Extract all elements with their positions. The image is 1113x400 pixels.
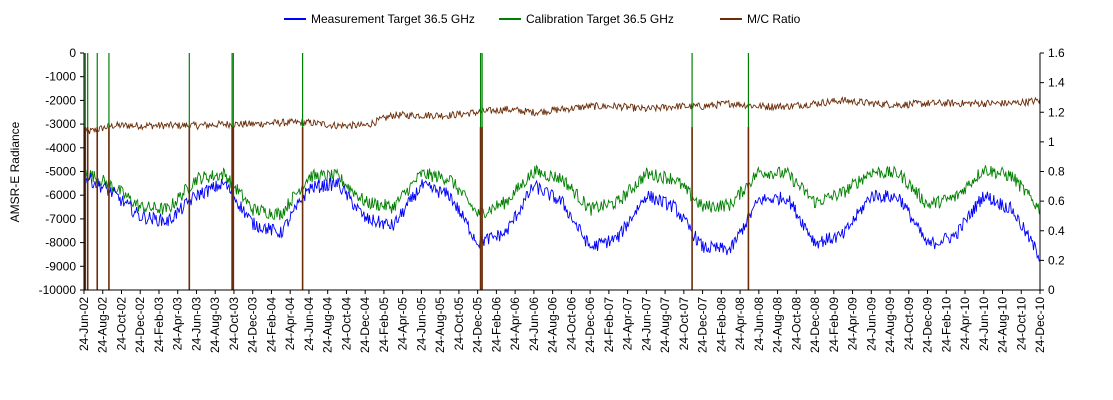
x-tick-label: 24-Jun-07 bbox=[639, 297, 653, 351]
x-tick-label: 24-Jun-09 bbox=[864, 297, 878, 351]
x-tick-label: 24-Dec-10 bbox=[1033, 297, 1047, 353]
y-tick-left-label: -8000 bbox=[45, 236, 76, 250]
x-tick-label: 24-Aug-06 bbox=[546, 297, 560, 353]
x-tick-label: 24-Apr-04 bbox=[283, 297, 297, 351]
x-tick-label: 24-Oct-08 bbox=[789, 297, 803, 351]
legend: Measurement Target 36.5 GHz Calibration T… bbox=[284, 12, 801, 26]
x-tick-label: 24-Aug-07 bbox=[658, 297, 672, 353]
x-tick-label: 24-Oct-07 bbox=[677, 297, 691, 351]
x-tick-label: 24-Feb-06 bbox=[489, 297, 503, 353]
x-tick-label: 24-Apr-09 bbox=[846, 297, 860, 351]
y-tick-right-label: 0.8 bbox=[1048, 165, 1065, 179]
x-tick-label: 24-Dec-08 bbox=[808, 297, 822, 353]
x-tick-label: 24-Dec-06 bbox=[583, 297, 597, 353]
y-tick-left-label: -5000 bbox=[45, 165, 76, 179]
y-tick-left-label: -2000 bbox=[45, 93, 76, 107]
y-tick-left-label: -1000 bbox=[45, 70, 76, 84]
x-tick-label: 24-Aug-05 bbox=[433, 297, 447, 353]
y-tick-left-label: -9000 bbox=[45, 259, 76, 273]
x-tick-label: 24-Aug-08 bbox=[771, 297, 785, 353]
y-tick-left-label: 0 bbox=[69, 46, 76, 60]
y-tick-right-label: 0.6 bbox=[1048, 194, 1065, 208]
x-tick-label: 24-Aug-09 bbox=[883, 297, 897, 353]
x-tick-label: 24-Jun-05 bbox=[414, 297, 428, 351]
x-tick-label: 24-Jun-06 bbox=[527, 297, 541, 351]
y-tick-left-label: -6000 bbox=[45, 188, 76, 202]
series-line-2 bbox=[83, 96, 1041, 136]
y-tick-right-label: 1.2 bbox=[1048, 105, 1065, 119]
x-tick-label: 24-Aug-10 bbox=[996, 297, 1010, 353]
x-tick-label: 24-Apr-03 bbox=[171, 297, 185, 351]
y-tick-right-label: 1 bbox=[1048, 135, 1055, 149]
x-tick-label: 24-Apr-10 bbox=[958, 297, 972, 351]
x-tick-label: 24-Oct-03 bbox=[227, 297, 241, 351]
legend-label: Calibration Target 36.5 GHz bbox=[526, 12, 674, 26]
x-tick-label: 24-Aug-02 bbox=[96, 297, 110, 353]
x-tick-label: 24-Feb-07 bbox=[602, 297, 616, 353]
y-tick-left-label: -7000 bbox=[45, 212, 76, 226]
x-tick-label: 24-Jun-02 bbox=[77, 297, 91, 351]
y-tick-right-label: 0.4 bbox=[1048, 224, 1065, 238]
x-tick-label: 24-Jun-10 bbox=[977, 297, 991, 351]
x-tick-label: 24-Jun-03 bbox=[189, 297, 203, 351]
series-layer bbox=[83, 53, 1041, 290]
x-tick-label: 24-Feb-05 bbox=[377, 297, 391, 353]
x-tick-label: 24-Dec-02 bbox=[133, 297, 147, 353]
x-tick-label: 24-Jun-04 bbox=[302, 297, 316, 351]
x-tick-label: 24-Oct-04 bbox=[339, 297, 353, 351]
x-tick-label: 24-Oct-10 bbox=[1014, 297, 1028, 351]
y-tick-right-label: 0.2 bbox=[1048, 253, 1065, 267]
x-tick-label: 24-Oct-02 bbox=[114, 297, 128, 351]
x-tick-label: 24-Apr-07 bbox=[621, 297, 635, 351]
x-tick-label: 24-Dec-09 bbox=[921, 297, 935, 353]
y-tick-left-label: -3000 bbox=[45, 117, 76, 131]
y-tick-right-label: 1.6 bbox=[1048, 46, 1065, 60]
y-tick-right-label: 0 bbox=[1048, 283, 1055, 297]
y-tick-left-label: -4000 bbox=[45, 141, 76, 155]
legend-label: Measurement Target 36.5 GHz bbox=[311, 12, 475, 26]
x-tick-label: 24-Feb-04 bbox=[264, 297, 278, 353]
y-tick-right-label: 1.4 bbox=[1048, 76, 1065, 90]
x-tick-label: 24-Dec-03 bbox=[246, 297, 260, 353]
x-tick-label: 24-Jun-08 bbox=[752, 297, 766, 351]
x-tick-label: 24-Oct-09 bbox=[902, 297, 916, 351]
x-tick-label: 24-Dec-05 bbox=[471, 297, 485, 353]
legend-label: M/C Ratio bbox=[747, 12, 801, 26]
x-axis: 24-Jun-02 24-Aug-02 24-Oct-02 24-Dec-02 24-F… bbox=[77, 290, 1047, 353]
x-tick-label: 24-Feb-03 bbox=[152, 297, 166, 353]
x-tick-label: 24-Aug-04 bbox=[321, 297, 335, 353]
x-tick-label: 24-Apr-08 bbox=[733, 297, 747, 351]
x-tick-label: 24-Dec-04 bbox=[358, 297, 372, 353]
x-tick-label: 24-Apr-06 bbox=[508, 297, 522, 351]
y-axis-right: 0 0.2 0.4 0.6 0.8 1 1.2 1.4 1.6 bbox=[1040, 46, 1065, 297]
x-tick-label: 24-Feb-10 bbox=[939, 297, 953, 353]
x-tick-label: 24-Oct-05 bbox=[452, 297, 466, 351]
x-tick-label: 24-Feb-08 bbox=[714, 297, 728, 353]
series-line-0 bbox=[83, 173, 1041, 263]
x-tick-label: 24-Aug-03 bbox=[208, 297, 222, 353]
y-axis-title: AMSR-E Radiance bbox=[8, 121, 22, 222]
x-tick-label: 24-Oct-06 bbox=[564, 297, 578, 351]
y-tick-left-label: -10000 bbox=[39, 283, 77, 297]
x-tick-label: 24-Apr-05 bbox=[396, 297, 410, 351]
x-tick-label: 24-Feb-09 bbox=[827, 297, 841, 353]
series-line-1 bbox=[83, 164, 1041, 221]
y-axis-left: 0 -1000 -2000 -3000 -4000 -5000 -6000 -7000 -800… bbox=[39, 46, 84, 297]
x-tick-label: 24-Dec-07 bbox=[696, 297, 710, 353]
axes-layer bbox=[83, 53, 1041, 291]
